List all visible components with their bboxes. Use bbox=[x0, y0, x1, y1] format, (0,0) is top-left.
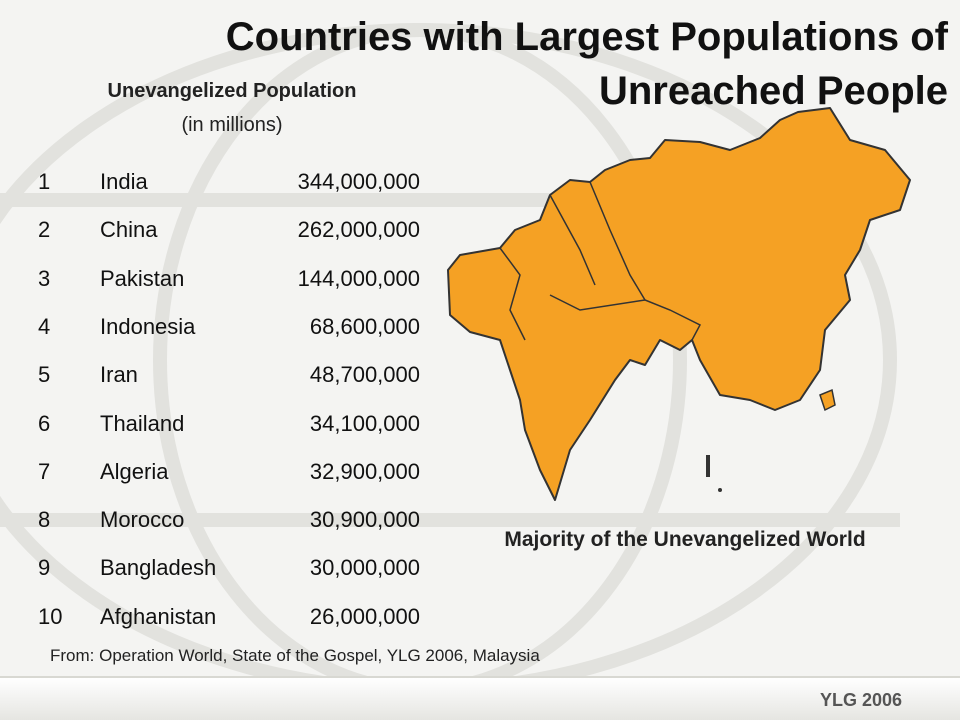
table-subheading: (in millions) bbox=[181, 114, 283, 136]
country: Bangladesh bbox=[100, 555, 217, 581]
rank: 7 bbox=[38, 458, 51, 484]
table-row: 2 China 262,000,000 bbox=[0, 217, 440, 247]
footer-logo: YLG 2006 bbox=[819, 690, 902, 710]
slide-title: Countries with Largest Populations of Un… bbox=[225, 15, 948, 113]
table-row: 10 Afghanistan 26,000,000 bbox=[0, 604, 440, 634]
rank: 8 bbox=[38, 507, 51, 533]
table-row: 4 Indonesia 68,600,000 bbox=[0, 314, 440, 344]
table-heading: Unevangelized Population bbox=[107, 80, 357, 102]
country: Indonesia bbox=[100, 313, 196, 339]
table-row: 3 Pakistan 144,000,000 bbox=[0, 266, 440, 296]
rank: 3 bbox=[38, 265, 51, 291]
table-row: 6 Thailand 34,100,000 bbox=[0, 411, 440, 441]
population: 30,000,000 bbox=[309, 555, 420, 581]
rank: 5 bbox=[38, 362, 51, 388]
rank: 6 bbox=[38, 410, 51, 436]
map bbox=[447, 107, 911, 501]
country: Afghanistan bbox=[100, 603, 217, 629]
rank: 9 bbox=[38, 555, 51, 581]
population: 68,600,000 bbox=[309, 313, 420, 339]
country: Algeria bbox=[100, 458, 169, 484]
population: 26,000,000 bbox=[309, 603, 420, 629]
country: Thailand bbox=[100, 410, 185, 436]
footer-bar: YLG 2006 bbox=[0, 676, 960, 720]
population: 344,000,000 bbox=[297, 169, 420, 194]
country: India bbox=[100, 169, 148, 194]
rank: 10 bbox=[38, 603, 63, 629]
table-row: 9 Bangladesh 30,000,000 bbox=[0, 555, 440, 585]
country: Pakistan bbox=[100, 265, 185, 291]
table-row: 8 Morocco 30,900,000 bbox=[0, 507, 440, 537]
population: 34,100,000 bbox=[309, 410, 420, 436]
rank: 4 bbox=[38, 313, 51, 339]
population: 32,900,000 bbox=[309, 458, 420, 484]
population: 48,700,000 bbox=[309, 362, 420, 388]
country: Iran bbox=[100, 362, 138, 388]
country: Morocco bbox=[100, 507, 185, 533]
rank: 1 bbox=[38, 169, 51, 194]
country: China bbox=[100, 217, 158, 243]
table-row: 5 Iran 48,700,000 bbox=[0, 362, 440, 392]
source-note: From: Operation World, State of the Gosp… bbox=[50, 646, 540, 665]
rank: 2 bbox=[38, 217, 51, 243]
table-row: 1 India 344,000,000 bbox=[0, 169, 440, 199]
map-caption: Majority of the Unevangelized World bbox=[504, 528, 866, 551]
population: 30,900,000 bbox=[309, 507, 420, 533]
table-row: 7 Algeria 32,900,000 bbox=[0, 459, 440, 489]
population: 262,000,000 bbox=[297, 217, 420, 243]
population: 144,000,000 bbox=[297, 265, 420, 291]
